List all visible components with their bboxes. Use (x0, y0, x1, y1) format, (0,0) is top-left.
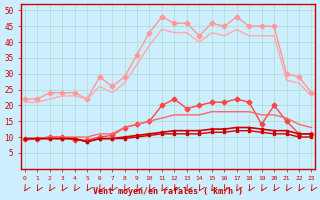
X-axis label: Vent moyen/en rafales ( km/h ): Vent moyen/en rafales ( km/h ) (93, 187, 243, 196)
